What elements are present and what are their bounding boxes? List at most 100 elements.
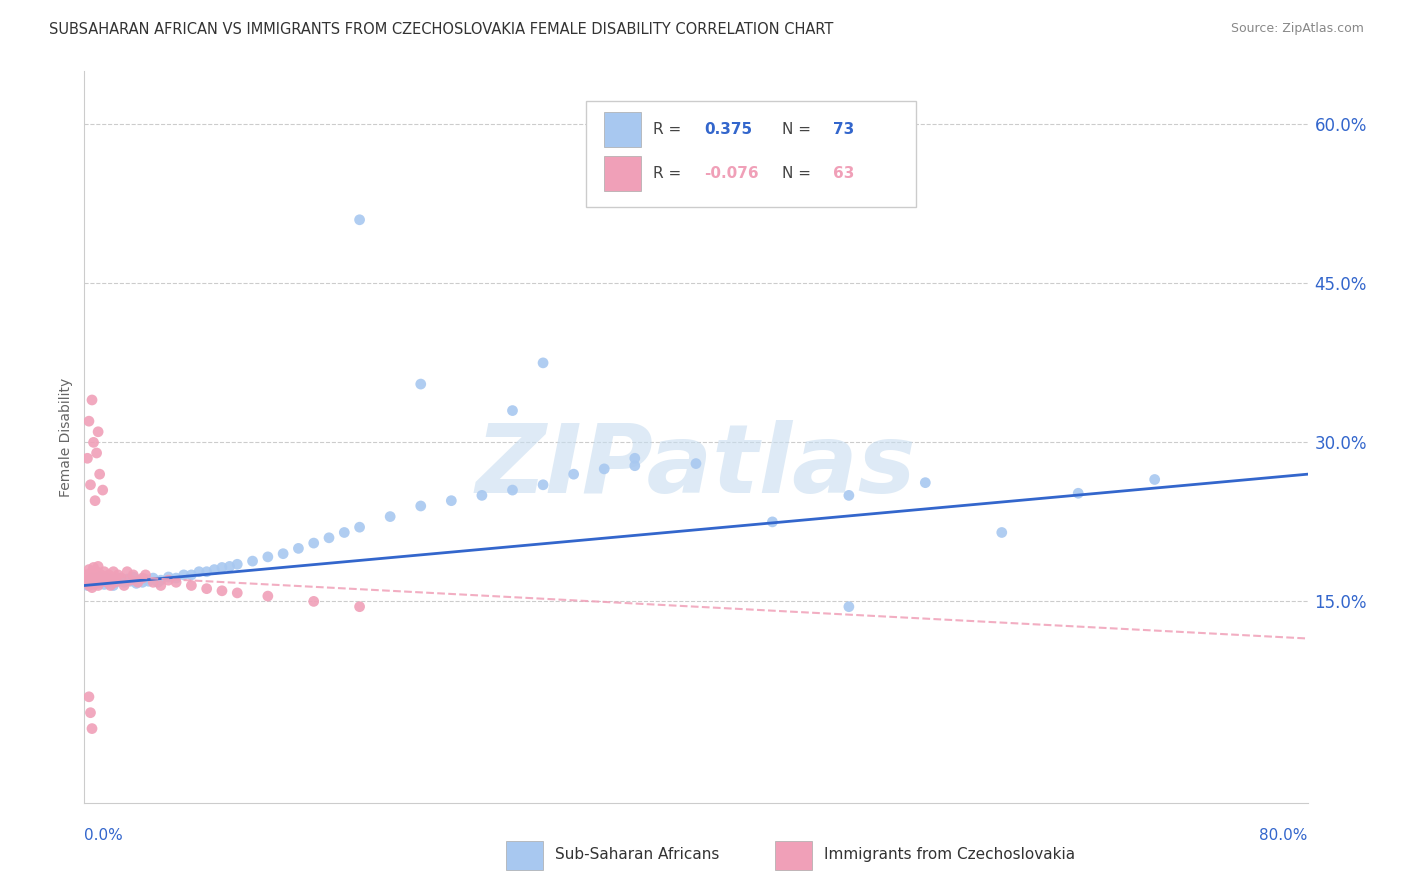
- Point: [188, 565, 211, 579]
- Point: [195, 565, 218, 579]
- Point: [302, 594, 325, 608]
- Text: Source: ZipAtlas.com: Source: ZipAtlas.com: [1230, 22, 1364, 36]
- Text: 0.375: 0.375: [704, 122, 752, 137]
- Point: [991, 525, 1014, 540]
- Point: [349, 212, 371, 227]
- Point: [80, 722, 103, 736]
- Point: [83, 577, 105, 591]
- Point: [84, 571, 107, 585]
- Point: [110, 571, 132, 585]
- Point: [180, 578, 202, 592]
- Point: [103, 565, 125, 579]
- Point: [110, 571, 132, 585]
- Point: [211, 560, 233, 574]
- Point: [94, 574, 117, 589]
- Text: SUBSAHARAN AFRICAN VS IMMIGRANTS FROM CZECHOSLOVAKIA FEMALE DISABILITY CORRELATI: SUBSAHARAN AFRICAN VS IMMIGRANTS FROM CZ…: [49, 22, 834, 37]
- Point: [142, 575, 165, 590]
- Point: [112, 578, 135, 592]
- Point: [91, 483, 114, 497]
- Text: Sub-Saharan Africans: Sub-Saharan Africans: [555, 847, 720, 862]
- Point: [86, 573, 108, 587]
- Point: [1067, 486, 1090, 500]
- Point: [87, 578, 110, 592]
- Point: [75, 573, 97, 587]
- Point: [135, 572, 157, 586]
- Point: [101, 571, 124, 585]
- Point: [173, 567, 195, 582]
- Point: [84, 493, 107, 508]
- Point: [79, 573, 101, 587]
- Point: [131, 571, 153, 585]
- Point: [122, 570, 145, 584]
- Y-axis label: Female Disability: Female Disability: [59, 377, 73, 497]
- Point: [502, 483, 524, 497]
- Point: [86, 446, 108, 460]
- Point: [1143, 473, 1166, 487]
- Text: -0.076: -0.076: [704, 166, 759, 181]
- Point: [761, 515, 783, 529]
- Point: [93, 565, 115, 579]
- Point: [86, 565, 108, 579]
- Point: [838, 488, 860, 502]
- Point: [79, 477, 101, 491]
- Point: [138, 574, 160, 589]
- Point: [90, 567, 112, 582]
- Text: N =: N =: [782, 122, 815, 137]
- Point: [349, 599, 371, 614]
- Point: [76, 575, 98, 590]
- Point: [75, 567, 97, 582]
- Point: [76, 578, 98, 592]
- Point: [84, 567, 107, 582]
- Point: [562, 467, 585, 482]
- Point: [77, 414, 100, 428]
- Point: [98, 573, 121, 587]
- Point: [471, 488, 494, 502]
- FancyBboxPatch shape: [605, 112, 641, 147]
- Point: [125, 576, 148, 591]
- Point: [96, 575, 118, 590]
- Point: [87, 559, 110, 574]
- Point: [127, 575, 149, 590]
- Text: 73: 73: [832, 122, 855, 137]
- Point: [257, 589, 280, 603]
- Text: N =: N =: [782, 166, 815, 181]
- Point: [91, 573, 114, 587]
- Point: [87, 425, 110, 439]
- Point: [180, 567, 202, 582]
- Point: [531, 356, 554, 370]
- Point: [165, 575, 187, 590]
- Text: R =: R =: [654, 122, 686, 137]
- Point: [112, 575, 135, 590]
- Point: [93, 577, 115, 591]
- Point: [80, 392, 103, 407]
- Point: [83, 575, 105, 590]
- Point: [107, 567, 129, 582]
- Point: [115, 565, 138, 579]
- Point: [103, 578, 125, 592]
- Point: [107, 574, 129, 589]
- Point: [76, 571, 98, 585]
- Point: [409, 377, 432, 392]
- Point: [98, 578, 121, 592]
- Point: [122, 567, 145, 582]
- FancyBboxPatch shape: [776, 841, 813, 870]
- Text: ZIPatlas: ZIPatlas: [475, 420, 917, 513]
- Point: [79, 575, 101, 590]
- Point: [287, 541, 309, 556]
- Point: [87, 576, 110, 591]
- Point: [226, 586, 249, 600]
- Point: [685, 457, 707, 471]
- Point: [77, 690, 100, 704]
- Point: [104, 572, 127, 586]
- Point: [165, 571, 187, 585]
- Point: [531, 477, 554, 491]
- Point: [257, 549, 280, 564]
- Point: [76, 451, 98, 466]
- Point: [101, 575, 124, 590]
- Point: [318, 531, 340, 545]
- FancyBboxPatch shape: [605, 156, 641, 191]
- Point: [409, 499, 432, 513]
- Point: [80, 581, 103, 595]
- Point: [79, 567, 101, 582]
- Point: [149, 573, 172, 587]
